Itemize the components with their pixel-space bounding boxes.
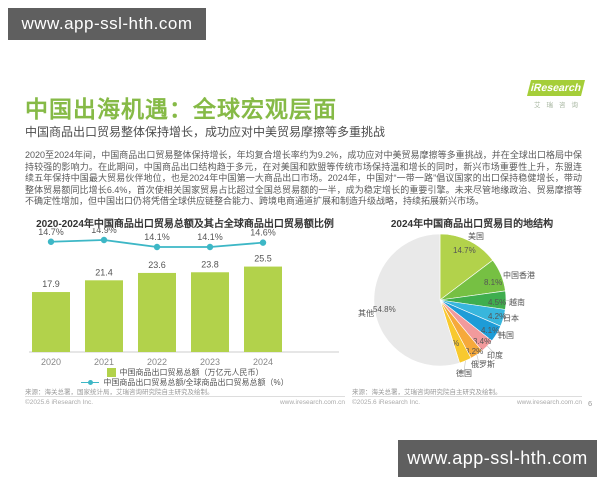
right-chart-title: 2024年中国商品出口贸易目的地结构 [390,219,554,230]
svg-text:17.9: 17.9 [42,279,60,289]
footer-left: ©2025.6 iResearch Inc. www.iresearch.com… [25,399,345,406]
bar-legend-swatch [106,368,116,378]
svg-text:韩国: 韩国 [498,330,514,340]
svg-text:印度: 印度 [487,350,503,360]
svg-text:25.5: 25.5 [254,254,272,264]
svg-text:21.4: 21.4 [95,267,113,277]
line-legend-marker [81,379,100,385]
copyright-right: ©2025.6 iResearch Inc. [352,399,421,406]
combo-chart-legend: 中国商品出口贸易总额（万亿元人民币） 中国商品出口贸易总额/全球商品出口贸易总额… [25,368,345,387]
svg-text:3.2%: 3.2% [465,347,483,356]
svg-text:8.1%: 8.1% [484,278,502,287]
svg-text:14.9%: 14.9% [91,228,117,235]
svg-text:2020: 2020 [41,357,61,367]
svg-text:14.7%: 14.7% [453,246,476,255]
page-subtitle: 中国商品出口贸易整体保持增长，成功应对中美贸易摩擦等多重挑战 [25,125,386,139]
legend-item-bar: 中国商品出口贸易总额（万亿元人民币） [25,368,345,378]
left-chart-title: 2020-2024年中国商品出口贸易总额及其占全球商品出口贸易额比例 [36,219,334,230]
footer-right: ©2025.6 iResearch Inc. www.iresearch.com… [352,399,582,406]
svg-text:23.6: 23.6 [148,260,166,270]
svg-text:4.5%: 4.5% [488,298,506,307]
svg-text:越南: 越南 [509,297,525,307]
svg-text:3.4%: 3.4% [473,337,491,346]
page-number: 6 [588,399,593,408]
iresearch-logo: iResearch 艾瑞咨询 [525,80,587,109]
copyright-left: ©2025.6 iResearch Inc. [25,399,94,406]
footer-divider-left [25,396,345,397]
svg-text:14.1%: 14.1% [197,232,223,242]
svg-text:4.1%: 4.1% [481,326,499,335]
svg-text:中国香港: 中国香港 [503,270,535,280]
svg-text:2021: 2021 [94,357,114,367]
page-title: 中国出海机遇：全球宏观层面 [25,96,337,122]
svg-text:23.8: 23.8 [201,259,219,269]
bar-legend-label: 中国商品出口贸易总额（万亿元人民币） [119,368,264,378]
svg-text:14.1%: 14.1% [144,232,170,242]
svg-text:俄罗斯: 俄罗斯 [471,359,495,369]
export-trade-combo-chart: 17.9 2020 21.4 2021 23.6 2022 23.8 2023 25.5 2024… [29,228,339,367]
website-left: www.iresearch.com.cn [279,399,345,406]
svg-text:14.6%: 14.6% [250,228,276,238]
svg-text:14.7%: 14.7% [38,228,64,237]
body-paragraph: 2020至2024年间，中国商品出口贸易整体保持增长，年均复合增长率约为9.2%… [25,150,582,207]
iresearch-logo-subtext: 艾瑞咨询 [534,102,584,109]
svg-text:美国: 美国 [468,231,484,241]
svg-text:2024: 2024 [253,357,273,367]
line-legend-label: 中国商品出口贸易总额/全球商品出口贸易总额（%） [103,377,289,387]
footer-divider-right [352,396,582,397]
legend-item-line: 中国商品出口贸易总额/全球商品出口贸易总额（%） [25,378,345,388]
source-note-left: 来源：海关总署，国家统计局，艾瑞咨询研究院自主研究及绘制。 [25,389,214,396]
svg-text:德国: 德国 [456,368,472,378]
svg-text:2023: 2023 [200,357,220,367]
watermark-bottom: www.app-ssl-hth.com [398,440,597,477]
source-note-right: 来源：海关总署，艾瑞咨询研究院自主研究及绘制。 [352,389,502,396]
svg-text:4.2%: 4.2% [488,312,506,321]
watermark-top: www.app-ssl-hth.com [8,8,206,40]
svg-text:日本: 日本 [503,313,519,323]
iresearch-logo-mark: iResearch [527,80,585,96]
svg-text:2022: 2022 [147,357,167,367]
website-right: www.iresearch.com.cn [516,399,582,406]
svg-text:其他: 其他 [358,308,374,318]
svg-text:54.8%: 54.8% [373,305,396,314]
